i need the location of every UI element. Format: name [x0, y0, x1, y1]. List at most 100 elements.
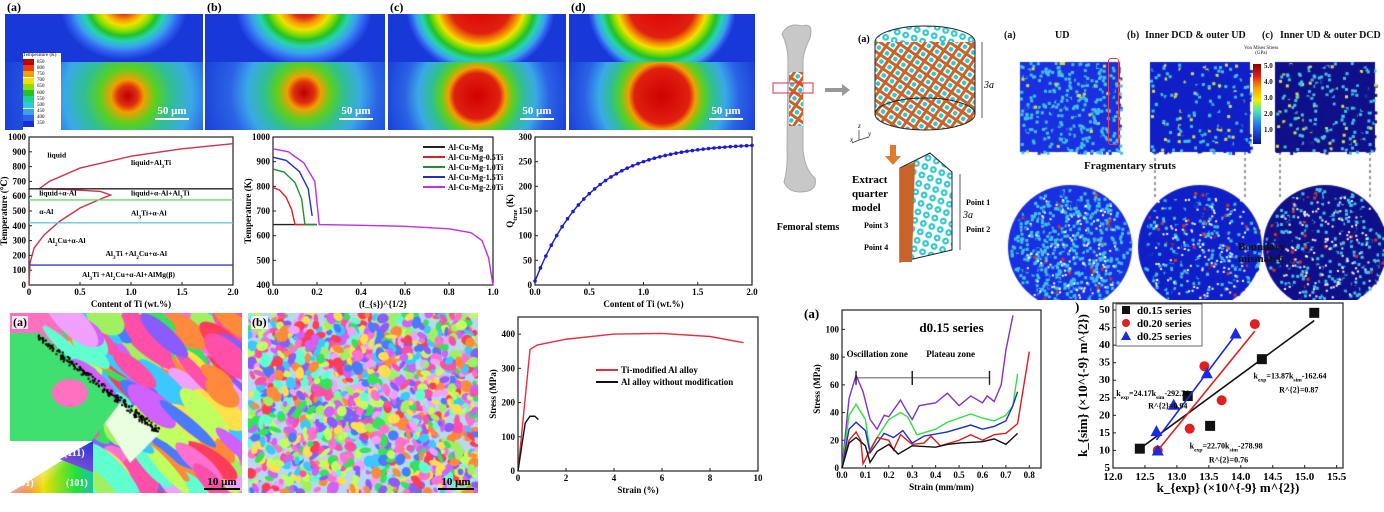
extract-label: quarter [852, 188, 888, 200]
x-tick-label: 15.5 [1327, 471, 1347, 483]
legend-row: 450 [23, 108, 61, 115]
data-point [690, 148, 695, 153]
legend-row: 550 [23, 96, 61, 103]
thermal-panel-a: (a) Temperature (K) 850 800 750 700 650 600 55… [5, 0, 203, 130]
scale-bar-label: 50 μm [157, 105, 187, 117]
y-tick-label: 0 [835, 463, 840, 473]
y-tick-label: 25 [1099, 392, 1111, 404]
data-point [560, 224, 564, 229]
series-line [272, 168, 317, 226]
legend-row: 850 [23, 59, 61, 66]
data-point [592, 187, 597, 191]
series-al-cu-mg-1-0ti [272, 168, 317, 226]
x-axis-label: Content of Ti (wt.%) [91, 299, 171, 309]
annotation: Al2Cu+α-Al [47, 236, 85, 248]
data-point [641, 159, 646, 164]
x-tick-label: 8 [708, 473, 713, 483]
y-tick-label: 40 [830, 408, 840, 418]
panel-label: (c) [389, 0, 405, 14]
y-tick-label: 100 [502, 432, 516, 442]
scale-bar-label: 10 μm [207, 476, 237, 488]
x-tick-label: 14.0 [1231, 471, 1251, 483]
legend-row: 500 [23, 102, 61, 109]
x-tick-label: 0 [516, 473, 521, 483]
femoral-caption: Femoral stems [777, 222, 840, 233]
x-tick-label: 15.0 [1295, 471, 1315, 483]
x-tick-label: 0.0 [529, 287, 541, 297]
legend-marker [1122, 306, 1130, 314]
x-tick-label: 0.1 [860, 470, 872, 480]
legend-title: Temperature (K) [23, 53, 57, 58]
data-point [733, 144, 738, 149]
x-tick-label: 14.5 [1263, 471, 1283, 483]
colorbar-tick: 2.0 [1264, 110, 1273, 118]
y-axis-label: k_{sim} (×10^{-9} m^{2}) [1075, 314, 1090, 457]
femoral-stem-illustration: Femoral stems (a) 3a z x y Extract quart… [772, 24, 994, 263]
data-point [587, 191, 592, 196]
x-tick-label: 0.8 [1024, 470, 1036, 480]
legend-label: Al-Cu-Mg [448, 143, 483, 152]
x-tick-label: 1.0 [638, 287, 650, 297]
y-tick-label: 0 [22, 280, 27, 290]
series-al-alloy-without-modification [517, 415, 539, 472]
x-tick-label: 0.2 [311, 287, 323, 297]
thermal-panel-b: (b) 50 μm [205, 0, 385, 130]
legend-label: d0.25 series [1137, 331, 1192, 343]
x-tick-label: 6 [660, 473, 665, 483]
y-tick-label: 0 [511, 466, 516, 476]
fit-line [1139, 319, 1315, 450]
boundary-mismatch-label: mismatch [1238, 253, 1284, 265]
x-tick-label: 10 [754, 473, 764, 483]
annotation: R^{2}=0.94 [1148, 401, 1187, 410]
legend-label: Al-Cu-Mg-2.0Ti [448, 183, 504, 192]
y-tick-label: 150 [519, 206, 533, 216]
annotation: kexp=22.70ksim-278.98 [1190, 442, 1263, 454]
data-point [647, 158, 651, 162]
legend-row: 600 [23, 90, 61, 97]
x-tick-label: 0.6 [977, 470, 989, 480]
y-tick-label: 500 [257, 255, 271, 265]
data-point [1200, 367, 1213, 379]
series-0 [28, 142, 234, 286]
x-axis-label: Strain (mm/mm) [909, 482, 974, 492]
legend-label: d0.15 series [1137, 305, 1192, 317]
x-tick-label: 0.4 [355, 287, 367, 297]
panel-title-ud: UD [1055, 30, 1070, 41]
scale-bar-label: 50 μm [341, 105, 371, 117]
data-point [571, 209, 575, 214]
colorbar [1253, 64, 1261, 144]
colorbar-tick: 3.0 [1264, 94, 1273, 102]
series-al-cu-mg-0-5ti [272, 186, 317, 226]
y-tick-label: 500 [13, 206, 27, 216]
series-line [841, 373, 1019, 469]
panel-label: (a) [858, 34, 870, 45]
x-tick-label: 1.0 [125, 287, 137, 297]
dimension-label: 3a [983, 80, 994, 91]
x-tick-label: 0.0 [267, 287, 279, 297]
colorbar-title: Von Mises Stress (GPa) [1244, 46, 1279, 56]
y-tick-label: 30 [1099, 374, 1111, 386]
data-point [625, 166, 630, 170]
data-point [1151, 444, 1164, 456]
plot-area [517, 316, 759, 472]
data-point [1256, 354, 1267, 365]
panel-label: (d) [570, 0, 587, 14]
series-line [272, 148, 494, 286]
scale-bar-label: 50 μm [522, 105, 552, 117]
plot-area [534, 136, 753, 286]
legend-label: d0.20 series [1137, 318, 1192, 330]
extract-label: Extract [852, 174, 888, 186]
legend-row: 400 [23, 114, 61, 121]
y-tick-label: 600 [257, 231, 271, 241]
data-point [668, 152, 673, 157]
y-tick-label: 10 [1099, 444, 1111, 456]
data-point [750, 143, 754, 148]
y-tick-label: 15 [1099, 427, 1111, 439]
data-point [1134, 443, 1145, 454]
data-point [657, 154, 662, 159]
data-point [695, 147, 700, 152]
y-tick-label: 600 [13, 191, 27, 201]
data-point [620, 168, 624, 173]
y-tick-label: 20 [1099, 409, 1111, 421]
data-point [1249, 319, 1260, 330]
